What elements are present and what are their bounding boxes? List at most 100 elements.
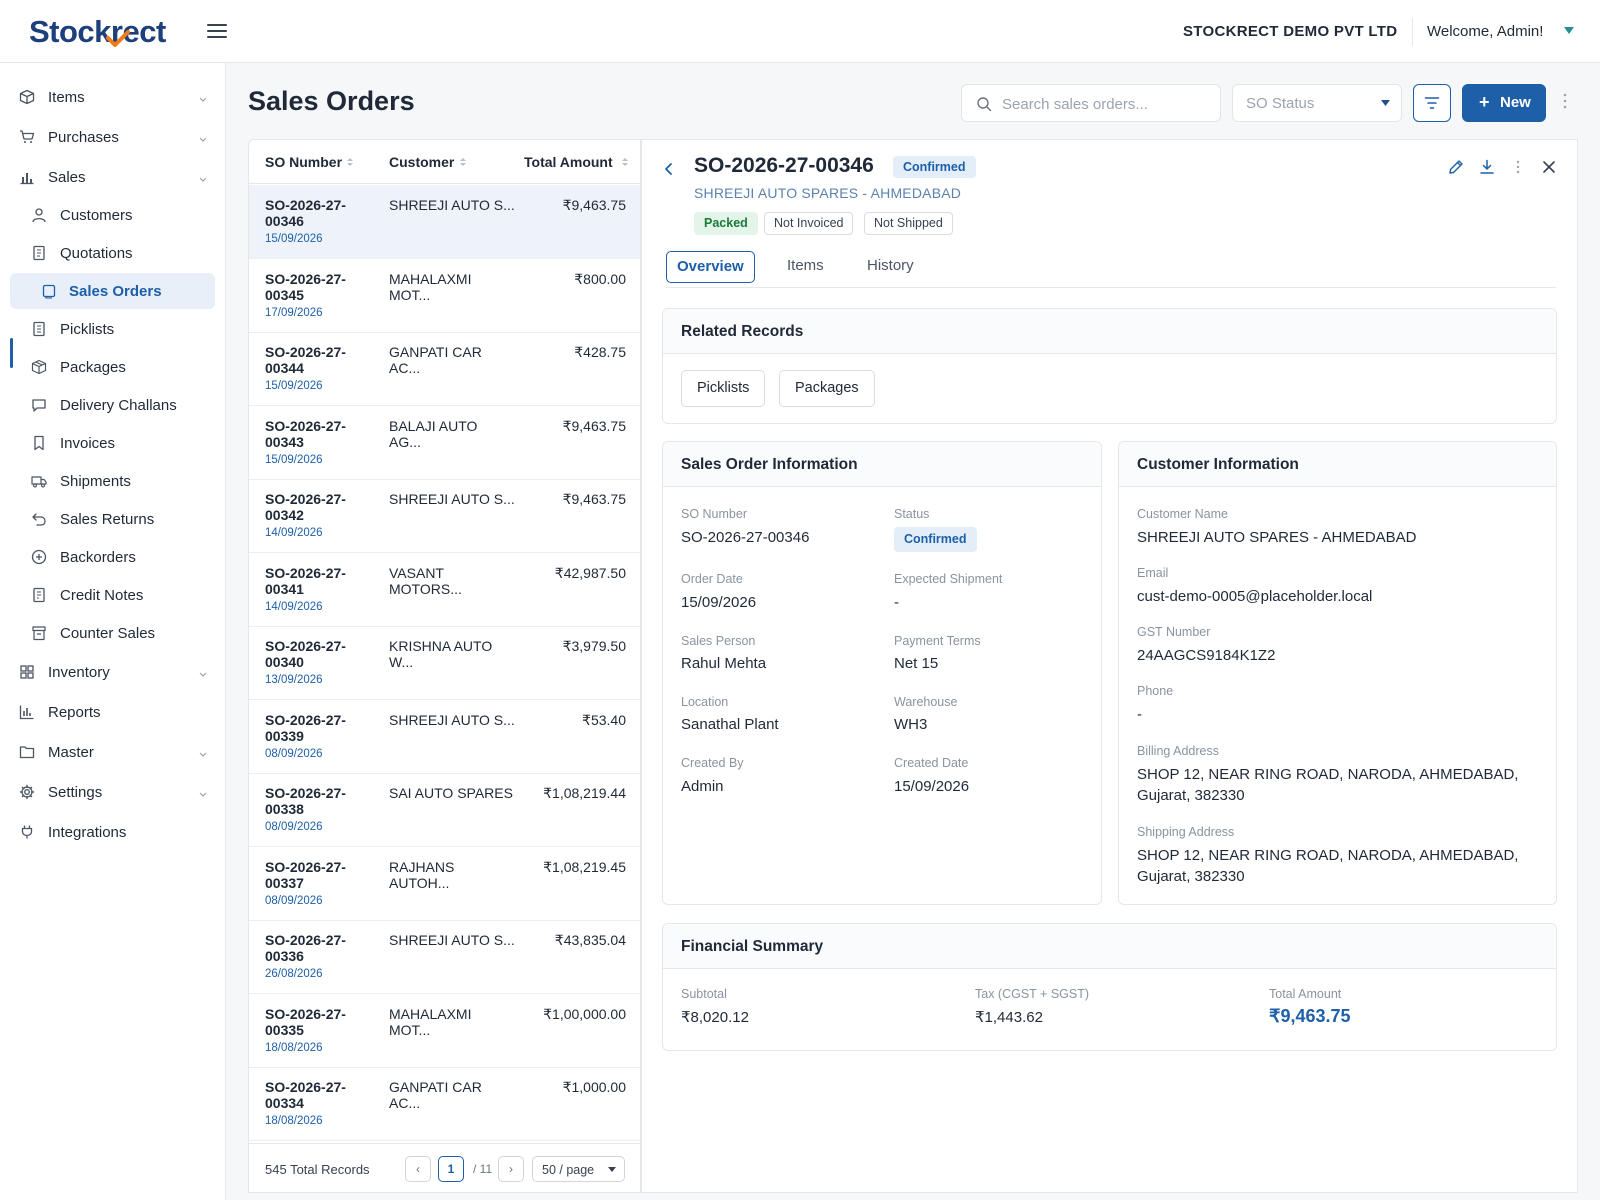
sidebar-item-credit-notes[interactable]: Credit Notes: [0, 577, 226, 613]
welcome-text[interactable]: Welcome, Admin!: [1427, 23, 1543, 40]
packages-button[interactable]: Packages: [779, 370, 875, 407]
per-page-select[interactable]: 50 / page: [532, 1156, 625, 1182]
sidebar-item-counter-sales[interactable]: Counter Sales: [0, 615, 226, 651]
edit-icon[interactable]: [1448, 159, 1464, 175]
sidebar-item-shipments[interactable]: Shipments: [0, 463, 226, 499]
more-options-icon[interactable]: [1510, 159, 1526, 175]
sales-order-detail: SO-2026-27-00346 Confirmed SHREEJI AUTO …: [641, 139, 1578, 1193]
sidebar-item-label: Shipments: [60, 473, 131, 490]
sidebar-item-inventory[interactable]: Inventory: [0, 654, 226, 690]
table-row[interactable]: SO-2026-27- 00339 08/09/2026 SHREEJI AUTO S…: [249, 700, 641, 774]
so-status-select[interactable]: SO Status: [1232, 84, 1402, 122]
customer-cell: SAI AUTO SPARES: [389, 785, 519, 801]
field-value-customer-name: SHREEJI AUTO SPARES - AHMEDABAD: [1137, 527, 1417, 548]
prev-page-button[interactable]: ‹: [405, 1156, 431, 1182]
message-icon: [31, 397, 47, 413]
search-box[interactable]: [961, 84, 1221, 122]
so-number-part: 00341: [265, 581, 375, 597]
field-value-payment-terms: Net 15: [894, 653, 938, 674]
sidebar-item-delivery-challans[interactable]: Delivery Challans: [0, 387, 226, 423]
chevron-down-icon: [199, 177, 207, 183]
field-label: Warehouse: [894, 695, 957, 709]
sidebar-item-sales[interactable]: Sales: [0, 159, 226, 195]
more-options-icon[interactable]: [1562, 92, 1568, 110]
sort-icon[interactable]: [460, 158, 466, 166]
sidebar-item-picklists[interactable]: Picklists: [0, 311, 226, 347]
table-row[interactable]: SO-2026-27- 00345 17/09/2026 MAHALAXMI MOT..…: [249, 259, 641, 333]
order-date-cell: 15/09/2026: [265, 380, 323, 392]
table-row[interactable]: SO-2026-27- 00340 13/09/2026 KRISHNA AUTO W.…: [249, 626, 641, 700]
column-header-so-number[interactable]: SO Number: [265, 154, 342, 170]
sidebar-item-sales-orders[interactable]: Sales Orders: [10, 273, 215, 309]
download-icon[interactable]: [1479, 159, 1495, 175]
customer-part: AC...: [389, 1095, 519, 1111]
customer-cell: MAHALAXMI MOT...: [389, 271, 519, 303]
field-value-gst: 24AAGCS9184K1Z2: [1137, 645, 1275, 666]
sidebar-item-reports[interactable]: Reports: [0, 694, 226, 730]
status-badge: Confirmed: [893, 156, 976, 178]
sidebar-item-packages[interactable]: Packages: [0, 349, 226, 385]
so-number-part: SO-2026-27-: [265, 418, 375, 434]
customer-cell: KRISHNA AUTO W...: [389, 638, 519, 670]
new-button[interactable]: + New: [1462, 84, 1546, 122]
sidebar-item-invoices[interactable]: Invoices: [0, 425, 226, 461]
sidebar-item-purchases[interactable]: Purchases: [0, 119, 226, 155]
card-title: Related Records: [681, 323, 803, 341]
sidebar-item-label: Backorders: [60, 549, 136, 566]
table-row[interactable]: SO-2026-27- 00344 15/09/2026 GANPATI CAR AC.…: [249, 332, 641, 406]
sidebar-item-label: Inventory: [48, 664, 110, 681]
so-number-part: 00336: [265, 948, 375, 964]
tab-items[interactable]: Items: [787, 251, 824, 283]
logo[interactable]: Stockrect: [29, 14, 166, 50]
table-row[interactable]: SO-2026-27- 00342 14/09/2026 SHREEJI AUTO S…: [249, 479, 641, 553]
chevron-down-icon: [199, 97, 207, 103]
field-value-expected-shipment: -: [894, 592, 899, 613]
next-page-button[interactable]: ›: [498, 1156, 524, 1182]
table-row[interactable]: SO-2026-27- 00336 26/08/2026 SHREEJI AUTO S…: [249, 920, 641, 994]
search-input[interactable]: [1002, 93, 1212, 115]
customer-part: KRISHNA AUTO: [389, 638, 519, 654]
sidebar-item-backorders[interactable]: Backorders: [0, 539, 226, 575]
column-header-customer[interactable]: Customer: [389, 154, 454, 170]
so-number-cell: SO-2026-27- 00342: [265, 491, 375, 523]
sidebar-item-label: Integrations: [48, 824, 126, 841]
sort-icon[interactable]: [347, 158, 353, 166]
filter-button[interactable]: [1413, 84, 1451, 122]
chevron-down-icon: [199, 792, 207, 798]
table-row[interactable]: SO-2026-27- 00335 18/08/2026 MAHALAXMI MOT..…: [249, 994, 641, 1068]
customer-part: SHREEJI AUTO S...: [389, 932, 519, 948]
menu-icon[interactable]: [207, 22, 227, 40]
user-menu-caret-icon[interactable]: [1564, 27, 1574, 35]
field-value-warehouse: WH3: [894, 714, 927, 735]
sidebar-item-integrations[interactable]: Integrations: [0, 814, 226, 850]
picklists-button[interactable]: Picklists: [681, 370, 765, 407]
sidebar-item-master[interactable]: Master: [0, 734, 226, 770]
related-records-card: Related Records Picklists Packages: [662, 308, 1557, 424]
customer-cell: SHREEJI AUTO S...: [389, 712, 519, 728]
table-row[interactable]: SO-2026-27- 00346 15/09/2026 SHREEJI AUTO S…: [249, 185, 641, 259]
close-icon[interactable]: [1541, 159, 1557, 175]
table-row[interactable]: SO-2026-27- 00341 14/09/2026 VASANT MOTORS..…: [249, 553, 641, 627]
grid-icon: [19, 664, 35, 680]
column-header-total-amount[interactable]: Total Amount: [524, 154, 613, 170]
current-page-button[interactable]: 1: [438, 1156, 464, 1182]
back-arrow-icon[interactable]: [664, 162, 674, 176]
sort-icon[interactable]: [622, 158, 628, 166]
field-label: Phone: [1137, 684, 1173, 698]
filter-icon: [1424, 95, 1440, 111]
sidebar-item-customers[interactable]: Customers: [0, 197, 226, 233]
table-row[interactable]: SO-2026-27- 00337 08/09/2026 RAJHANS AUTOH..…: [249, 847, 641, 921]
tab-overview[interactable]: Overview: [666, 251, 755, 283]
sidebar-item-quotations[interactable]: Quotations: [0, 235, 226, 271]
dropdown-caret-icon: [608, 1167, 616, 1173]
table-row[interactable]: SO-2026-27- 00338 08/09/2026 SAI AUTO SPARE…: [249, 773, 641, 847]
table-row[interactable]: SO-2026-27- 00343 15/09/2026 BALAJI AUTO AG.…: [249, 406, 641, 480]
table-row[interactable]: SO-2026-27- 00334 18/08/2026 GANPATI CAR AC.…: [249, 1067, 641, 1141]
so-number-part: SO-2026-27-: [265, 271, 375, 287]
customer-cell: BALAJI AUTO AG...: [389, 418, 519, 450]
sidebar-item-settings[interactable]: Settings: [0, 774, 226, 810]
field-value-so-number: SO-2026-27-00346: [681, 527, 809, 548]
tab-history[interactable]: History: [867, 251, 914, 283]
sidebar-item-sales-returns[interactable]: Sales Returns: [0, 501, 226, 537]
sidebar-item-items[interactable]: Items: [0, 79, 226, 115]
